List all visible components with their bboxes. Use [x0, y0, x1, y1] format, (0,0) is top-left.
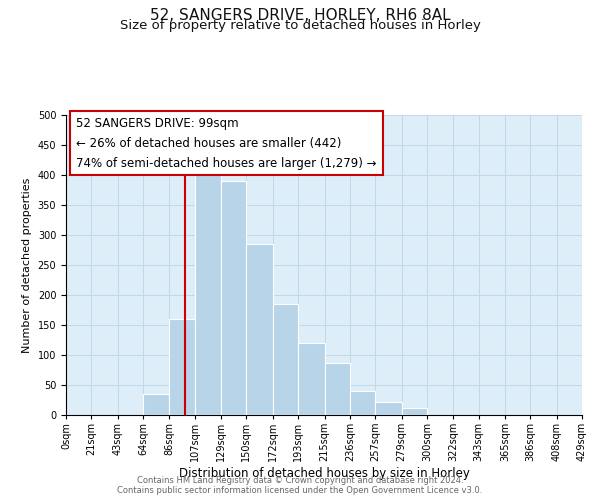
Bar: [273, 304, 298, 415]
Y-axis label: Number of detached properties: Number of detached properties: [22, 178, 32, 352]
Bar: [298, 343, 325, 415]
X-axis label: Distribution of detached houses by size in Horley: Distribution of detached houses by size …: [179, 467, 469, 480]
Bar: [194, 169, 221, 415]
Bar: [221, 181, 247, 415]
Text: Contains public sector information licensed under the Open Government Licence v3: Contains public sector information licen…: [118, 486, 482, 495]
Bar: [247, 244, 273, 415]
Text: 52, SANGERS DRIVE, HORLEY, RH6 8AL: 52, SANGERS DRIVE, HORLEY, RH6 8AL: [149, 8, 451, 22]
Bar: [401, 408, 427, 415]
Bar: [375, 402, 401, 415]
Bar: [169, 319, 194, 415]
Bar: [325, 363, 350, 415]
Bar: [143, 394, 169, 415]
Text: Contains HM Land Registry data © Crown copyright and database right 2024.: Contains HM Land Registry data © Crown c…: [137, 476, 463, 485]
Text: 52 SANGERS DRIVE: 99sqm
← 26% of detached houses are smaller (442)
74% of semi-d: 52 SANGERS DRIVE: 99sqm ← 26% of detache…: [76, 116, 377, 170]
Bar: [350, 391, 375, 415]
Text: Size of property relative to detached houses in Horley: Size of property relative to detached ho…: [119, 19, 481, 32]
